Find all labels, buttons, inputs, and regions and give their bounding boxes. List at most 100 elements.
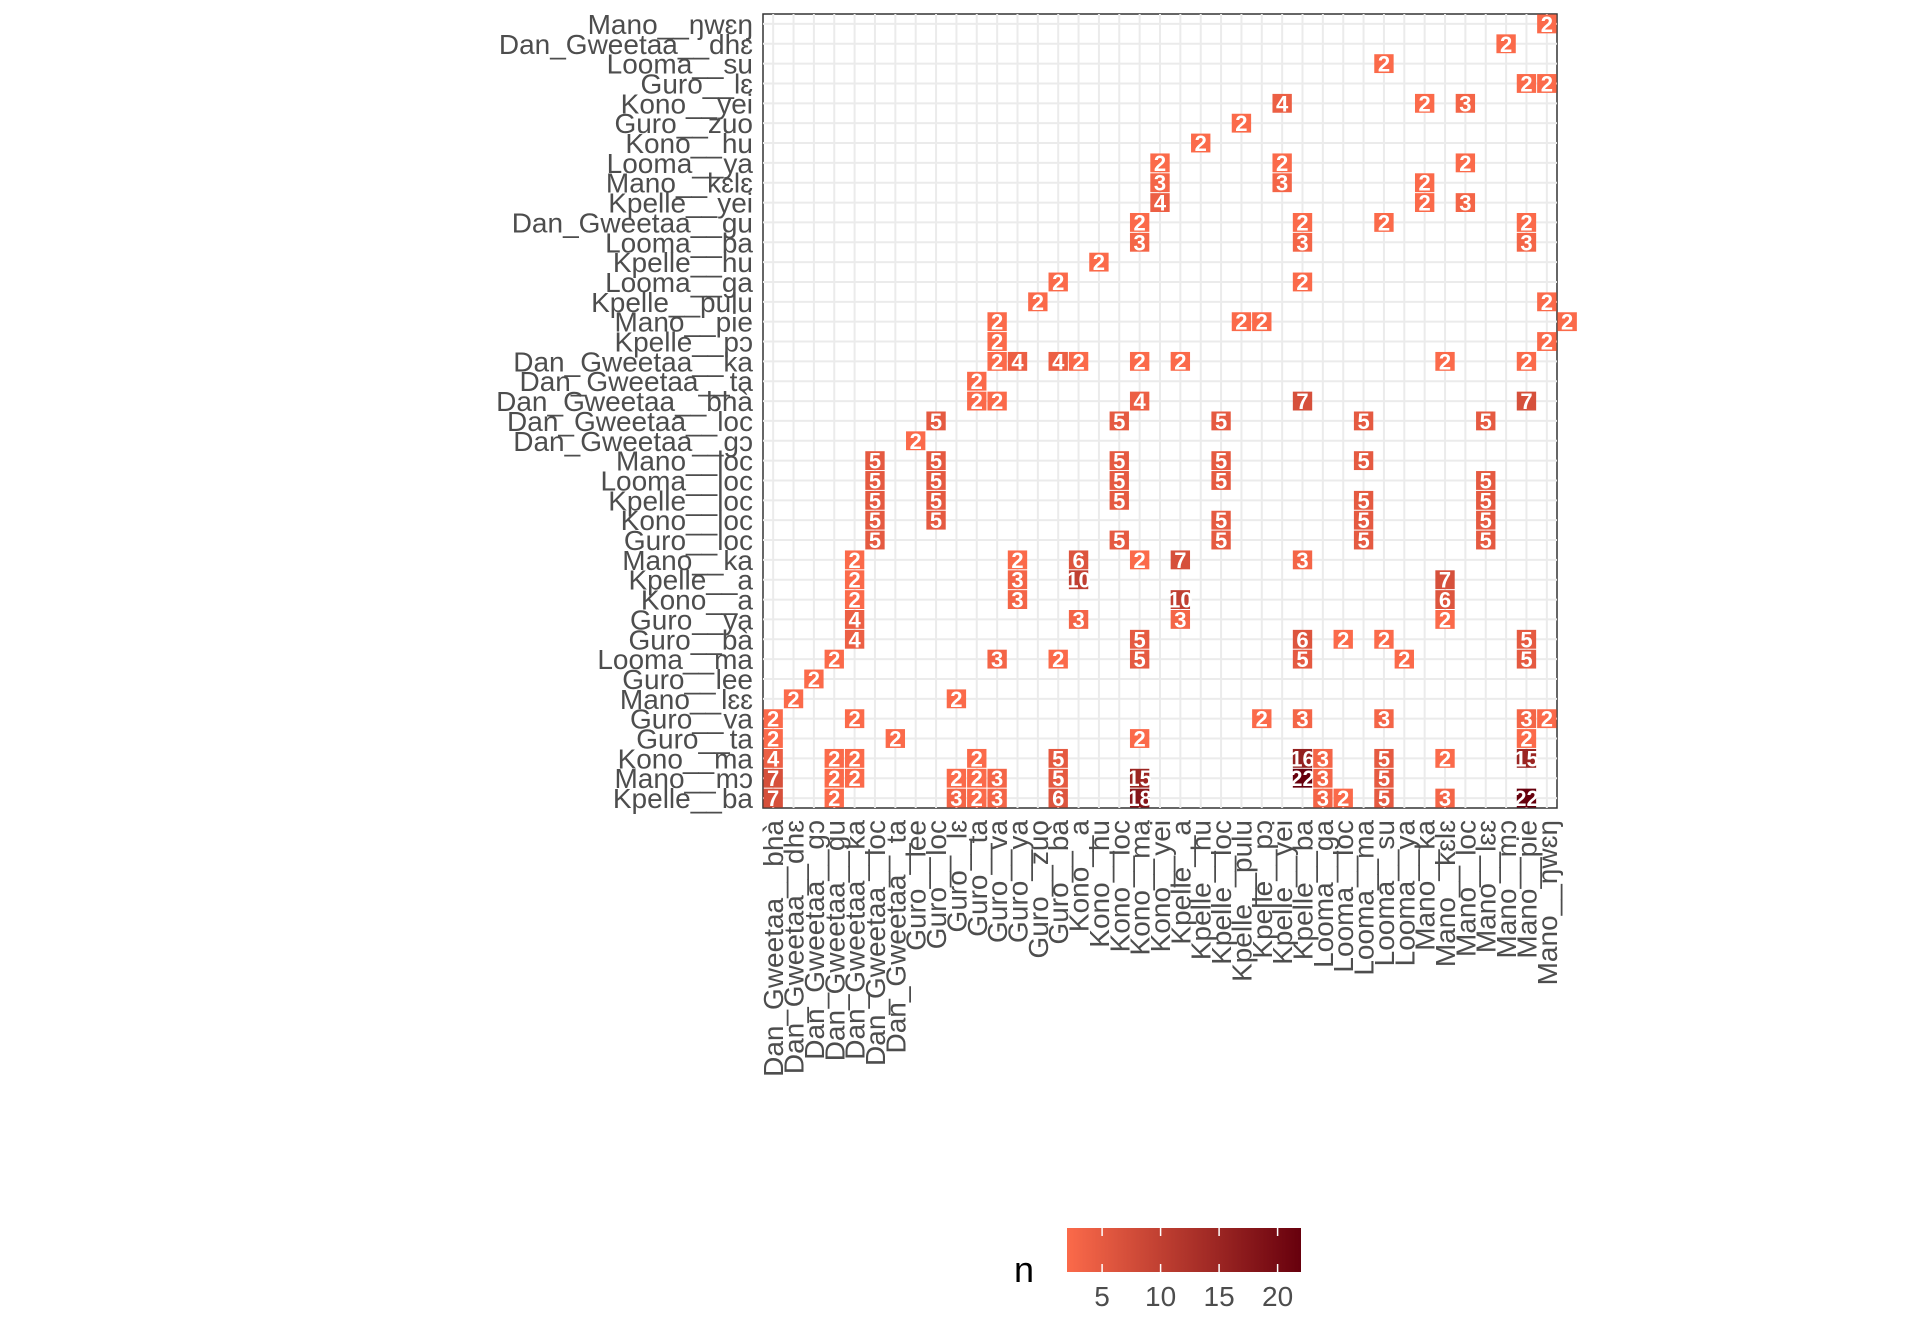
heatmap-cell (1374, 629, 1394, 649)
heatmap-cell (987, 312, 1007, 332)
cell-value-label: 2 (1378, 627, 1390, 652)
heatmap-cell (1129, 768, 1150, 788)
heatmap-cell (987, 391, 1007, 411)
heatmap-cell (1272, 153, 1292, 173)
cell-value-label: 10 (1066, 568, 1090, 593)
heatmap-cell (1292, 232, 1313, 252)
heatmap-cell (1292, 391, 1313, 411)
heatmap-cell (1292, 709, 1313, 729)
x-tick-label: Dan_Gweetaa__loc (860, 820, 891, 1066)
heatmap-cell (926, 451, 946, 471)
x-tick-label: Guro__ta (962, 820, 993, 937)
cell-value-label: 2 (971, 786, 983, 811)
cell-value-label: 22 (1514, 786, 1538, 811)
y-tick-label: Kpelle__ba (613, 783, 754, 814)
y-tick-label: Kono__yei (621, 88, 753, 119)
cell-value-label: 2 (828, 786, 840, 811)
cell-value-label: 3 (1296, 230, 1308, 255)
cell-value-label: 2 (950, 687, 962, 712)
heatmap-cell (763, 729, 783, 748)
y-tick-label: Mano__kɛlɛ (606, 168, 753, 199)
heatmap-cell (763, 768, 783, 788)
cell-value-label: 3 (1459, 191, 1471, 216)
cell-value-label: 2 (991, 389, 1003, 414)
heatmap-cell (1150, 153, 1170, 173)
cell-value-label: 2 (1134, 548, 1146, 573)
x-tick-label: Kono__loc (1104, 820, 1135, 952)
cell-value-label: 2 (1134, 210, 1146, 235)
y-tick-label: Kpelle__pɔ (614, 327, 753, 358)
heatmap-cell (1292, 550, 1313, 570)
cell-value-label: 5 (1215, 449, 1227, 474)
x-tick-label: Dan_Gweetaa__bhà (758, 820, 789, 1077)
legend-tick-label: 5 (1094, 1281, 1110, 1312)
heatmap-cell (865, 530, 885, 550)
y-tick-label: Guro__zuo (614, 108, 753, 139)
legend-tick-label: 20 (1262, 1281, 1293, 1312)
cell-value-label: 4 (1052, 349, 1065, 374)
heatmap-cell (1028, 292, 1048, 312)
heatmap-cell (885, 729, 906, 748)
cell-value-label: 6 (1296, 627, 1308, 652)
cell-value-label: 6 (1072, 548, 1084, 573)
x-tick-label: Kpelle__pɔ (1247, 820, 1278, 959)
cell-value-label: 6 (1052, 786, 1064, 811)
cell-value-label: 2 (1256, 310, 1268, 335)
cell-value-label: 5 (1357, 409, 1369, 434)
cell-value-label: 2 (971, 746, 983, 771)
heatmap-cell (824, 768, 844, 788)
heatmap-cell (783, 689, 804, 709)
heatmap-cell (967, 768, 987, 788)
heatmap-cell (1007, 351, 1028, 371)
heatmap-cell (1292, 213, 1313, 232)
cell-value-label: 16 (1290, 746, 1314, 771)
heatmap-cell (1516, 709, 1537, 729)
cell-value-label: 2 (971, 766, 983, 791)
heatmap-cell (1516, 629, 1537, 649)
heatmap-cell (946, 689, 967, 709)
x-tick-label: Dan_Gweetaa__ta (880, 820, 911, 1054)
heatmap-cell (1435, 570, 1455, 590)
cell-value-label: 7 (1520, 389, 1532, 414)
heatmap-cell (1435, 351, 1455, 371)
cell-value-label: 4 (1011, 349, 1024, 374)
y-tick-label: Kono__ma (618, 743, 754, 774)
heatmap-cell (1211, 451, 1231, 471)
cell-value-label: 5 (1134, 627, 1146, 652)
y-tick-label: Mano__mɔ (614, 763, 753, 794)
cell-value-label: 5 (1052, 746, 1064, 771)
y-tick-label: Mano__pie (614, 307, 753, 338)
heatmap-cell (1292, 748, 1313, 768)
x-tick-label: Guro__ya (1002, 820, 1033, 943)
cell-value-label: 2 (1439, 607, 1451, 632)
cell-value-label: 18 (1127, 786, 1151, 811)
cell-value-label: 3 (1378, 707, 1390, 732)
heatmap-cell (1292, 768, 1313, 788)
x-tick-label: Guro__lɛ (941, 820, 972, 933)
y-tick-label: Looma__ba (605, 227, 753, 258)
heatmap-cell (1537, 709, 1557, 729)
legend: n 5 10 15 20 (1014, 1228, 1301, 1312)
cell-value-label: 2 (848, 746, 860, 771)
heatmap-cell (1068, 550, 1089, 570)
heatmap-cell (844, 590, 865, 609)
x-tick-label: Mano__pie (1511, 820, 1542, 959)
cell-value-label: 2 (1378, 210, 1390, 235)
cell-value-label: 15 (1514, 746, 1538, 771)
cell-value-label: 5 (1134, 647, 1146, 672)
y-tick-label: Guro__lee (622, 664, 753, 695)
heatmap-cell (1211, 530, 1231, 550)
cell-value-label: 2 (848, 707, 860, 732)
cell-value-label: 5 (1378, 766, 1390, 791)
heatmap-cell (1048, 649, 1068, 669)
heatmap-cell (926, 471, 946, 490)
legend-title: n (1014, 1249, 1034, 1290)
x-tick-label: Kono__hu (1084, 820, 1115, 948)
heatmap-cell (1170, 610, 1191, 629)
cell-value-label: 5 (1357, 449, 1369, 474)
cell-value-label: 3 (1174, 607, 1186, 632)
heatmap-cell (1007, 590, 1028, 609)
cell-value-label: 15 (1127, 766, 1151, 791)
heatmap-cell (865, 471, 885, 490)
cell-value-label: 3 (991, 766, 1003, 791)
